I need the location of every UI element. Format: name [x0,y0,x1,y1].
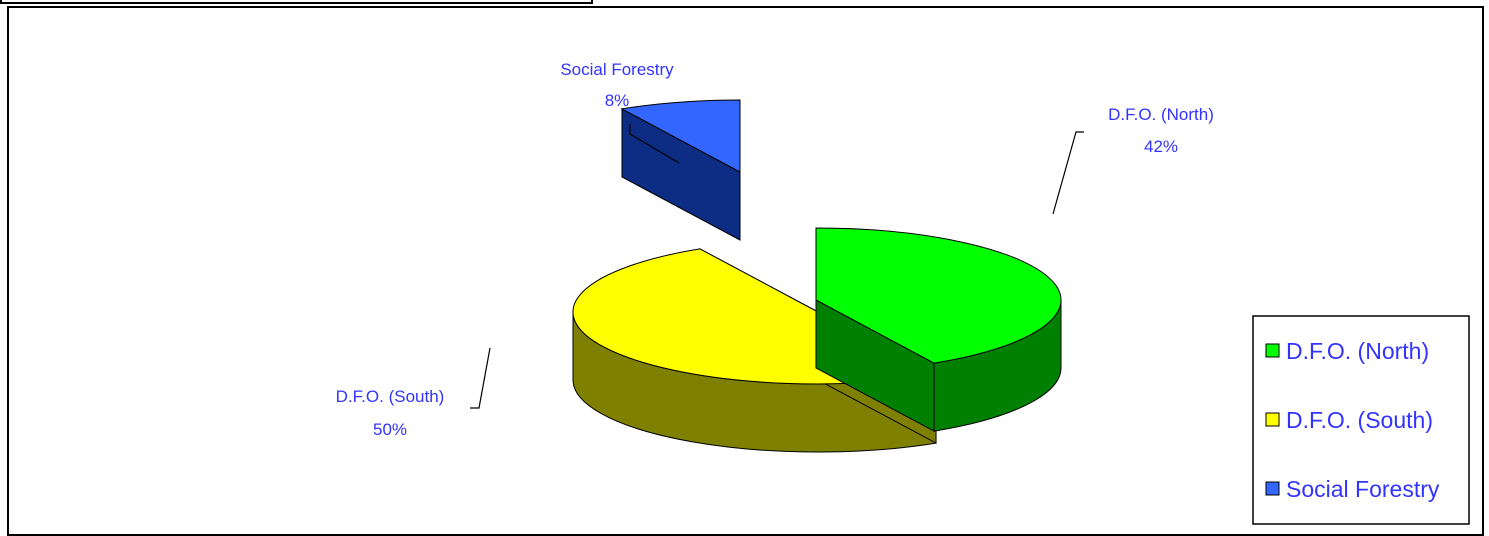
legend-label-social-forestry: Social Forestry [1286,476,1440,502]
legend-swatch-d-f-o-north [1265,343,1280,358]
legend-label-d-f-o-north: D.F.O. (North) [1286,338,1429,364]
slice-label-social-forestry: Social Forestry [560,60,674,79]
leader-line-d-f-o-south [470,347,491,409]
legend-swatch-social-forestry [1265,481,1280,496]
slice-label-d-f-o-south: D.F.O. (South) [336,387,445,406]
pie-slices [572,99,1062,453]
top-tab-border [0,0,593,4]
legend-label-d-f-o-south: D.F.O. (South) [1286,407,1433,433]
leader-line-social-forestry [629,124,680,164]
legend-swatch-d-f-o-south [1265,412,1280,427]
slice-pct-social-forestry: 8% [605,91,630,110]
slice-labels: Social Forestry 8% D.F.O. (South) 50% D.F.O.… [336,60,1214,439]
legend: D.F.O. (North) D.F.O. (South) Social Fores… [1252,315,1470,525]
leader-lines [470,124,1084,409]
slice-top-face [815,227,1062,364]
slice-top-face [620,99,741,173]
slice-pct-d-f-o-south: 50% [373,420,407,439]
pie-slice-d-f-o-north [815,227,1062,432]
slice-label-d-f-o-north: D.F.O. (North) [1108,105,1214,124]
pie-slice-social-forestry [620,99,741,241]
leader-line-d-f-o-north [1052,131,1084,215]
legend-box [1252,315,1470,525]
slice-pct-d-f-o-north: 42% [1144,137,1178,156]
